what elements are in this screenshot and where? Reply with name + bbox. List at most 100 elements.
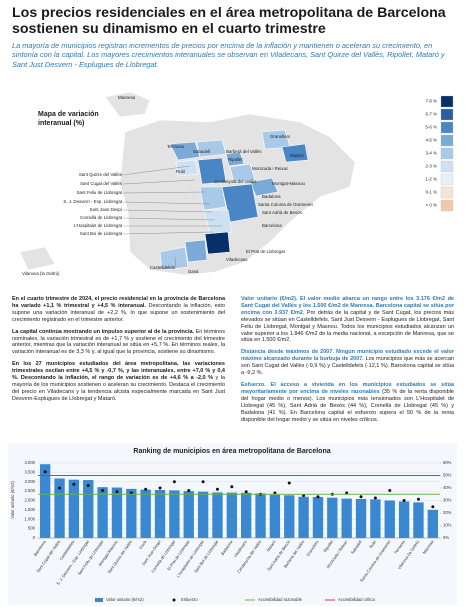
effort-dot [187, 489, 191, 492]
map-label: Castelldefels [150, 265, 176, 270]
legend-label: 5-6 % [426, 125, 438, 130]
legend-label: Esfuerzo [181, 597, 198, 602]
paragraph-lead: Valor unitario (€/m2). El valor medio ab… [241, 296, 454, 316]
legend-label: Accesibilidad crítica [338, 597, 375, 602]
bar [255, 493, 266, 538]
legend-label: 1-2 % [426, 177, 438, 182]
map-label: Cornellà de Llobregat [80, 215, 123, 220]
bar [97, 487, 108, 538]
map-label: Sant Quirze del Vallès [79, 172, 123, 177]
legend-swatch [440, 147, 454, 160]
effort-dot [215, 487, 219, 491]
leader-line [122, 231, 213, 235]
left-column: En el cuarto trimestre de 2024, el preci… [12, 296, 225, 428]
map-label: Ripollet [228, 157, 243, 162]
bar [197, 491, 209, 538]
map-label: El Prat de Llobregat [246, 249, 286, 254]
subtitle: La mayoría de municipios registran incre… [12, 41, 445, 69]
bar [111, 487, 123, 538]
bar [54, 478, 65, 538]
paragraph: Distancia desde máximos de 2007. Ningún … [241, 349, 454, 377]
legend-label: 7-8 % [426, 99, 438, 104]
y-tick-label: 3.500 [25, 469, 36, 474]
legend-swatch [95, 598, 103, 602]
chart-title: Ranking de municipios en área metropolit… [133, 448, 330, 455]
map: Manresa Terrassa Sabadell Granollers Barberà… [19, 92, 454, 276]
bar [126, 488, 137, 538]
legend-label: 6-7 % [426, 112, 438, 117]
effort-dot [86, 484, 90, 487]
map-label: Terrassa [167, 144, 184, 149]
legend-swatch [440, 160, 454, 173]
effort-dot [115, 490, 119, 494]
paragraph: En el cuarto trimestre de 2024, el preci… [12, 296, 225, 324]
paragraph-text: y la mayoría de los municipios sostienen… [12, 375, 225, 402]
paragraph-lead: La capital continúa mostrando un impulso… [12, 328, 195, 335]
page-title: Los precios residenciales en el área met… [12, 5, 446, 37]
legend-label: 3-4 % [426, 151, 438, 156]
bar [226, 492, 237, 538]
effort-dot [172, 480, 176, 484]
paragraph-text: En términos nominales, la variación trim… [12, 328, 225, 356]
map-label: Barcelona [262, 223, 282, 228]
effort-dot [431, 505, 435, 509]
map-label: Sabadell [193, 149, 210, 154]
effort-dot [416, 497, 420, 501]
leader-line [122, 179, 196, 185]
map-label: Mataró [290, 153, 304, 158]
paragraph: En los 27 municipios estudiados del área… [12, 361, 225, 402]
leader-line [174, 256, 177, 269]
paragraph-text: (35 % de la renta disponible del hogar m… [241, 388, 454, 423]
paragraph-lead: Distancia desde máximos de 2007. Ningún … [241, 349, 454, 363]
leader-line [122, 217, 216, 221]
y2-tick-label: 0% [443, 535, 449, 540]
map-label: Vilanova (la Geltrú) [22, 271, 60, 276]
chart: Ranking de municipios en área metropolit… [8, 443, 457, 605]
bar [169, 490, 180, 538]
y-axis-label: Valor unitario (€/m2) [10, 481, 15, 519]
paragraph-lead: Esfuerzo. El acceso a vivienda en los mu… [241, 381, 454, 395]
legend-swatch [440, 108, 454, 121]
paragraph-text: Por detrás de la capital y de Sant Cugat… [241, 309, 454, 344]
map-label: Sant Adrià de Besòs [262, 210, 303, 215]
bar [413, 502, 424, 538]
map-label: Sant Cugat del Vallès [80, 181, 123, 186]
y-tick-label: 500 [28, 526, 36, 531]
effort-dot [201, 480, 205, 484]
effort-dot [101, 489, 105, 492]
y2-tick-label: 10% [443, 523, 452, 528]
paragraph-lead: En el cuarto trimestre de 2024, el preci… [12, 296, 225, 309]
y-tick-label: 0 [33, 535, 36, 540]
legend-dot [172, 598, 176, 602]
map-label: Barberà del Vallès [226, 149, 262, 154]
map-label: Manresa [118, 95, 136, 100]
bar [341, 498, 352, 538]
map-label: Viladecans [226, 257, 248, 262]
y2-tick-label: 40% [443, 485, 452, 490]
map-label: Sant Boi de Llobregat [80, 231, 123, 236]
paragraph: La capital continúa mostrando un impulso… [12, 329, 225, 357]
effort-dot [287, 481, 291, 485]
map-label: Cerdanyola del Vallès [214, 179, 257, 184]
legend-label: < 0 % [426, 203, 437, 208]
effort-dot [373, 496, 377, 500]
y-tick-label: 2.500 [25, 488, 36, 493]
map-label: Santa Coloma de Gramenet [258, 202, 313, 207]
effort-dot [359, 495, 363, 499]
legend-swatch [440, 199, 454, 212]
body-text: En el cuarto trimestre de 2024, el preci… [12, 296, 454, 428]
effort-dot [43, 470, 47, 474]
effort-dot [72, 482, 76, 486]
leader-line [122, 165, 191, 176]
bar [68, 479, 80, 538]
y-tick-label: 4.000 [25, 460, 36, 465]
x-tick-label: Gavà [138, 539, 148, 550]
bar [327, 497, 338, 538]
y-tick-label: 1.500 [25, 507, 36, 512]
y-tick-label: 1.000 [25, 516, 36, 521]
y2-tick-label: 20% [443, 510, 452, 515]
map-title: Mapa de variación interanual (%) [38, 111, 99, 127]
x-tick-label: Mataró [265, 539, 277, 553]
bar [83, 480, 94, 538]
